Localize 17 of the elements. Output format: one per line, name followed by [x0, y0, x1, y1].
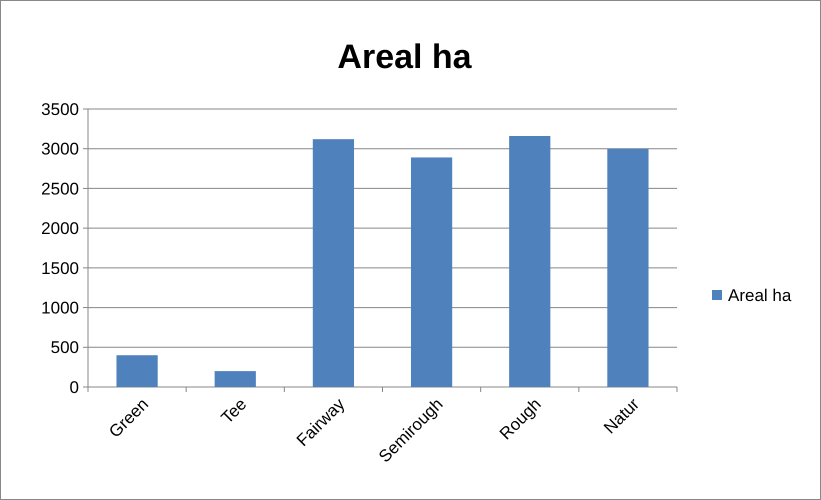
bar: [214, 371, 256, 387]
x-tick-label: Tee: [217, 394, 250, 428]
y-tick-label: 500: [50, 338, 79, 358]
bar: [116, 355, 158, 387]
y-tick-label: 3500: [41, 100, 79, 119]
y-tick-label: 1500: [41, 258, 79, 278]
bar: [410, 157, 452, 387]
y-tick-label: 3000: [41, 140, 79, 159]
bar: [509, 136, 550, 387]
y-tick-label: 1000: [41, 298, 79, 318]
y-tick-label: 2500: [41, 179, 79, 198]
y-tick-label: 0: [70, 378, 79, 397]
legend-label: Areal ha: [728, 286, 792, 305]
chart-title: Areal ha: [337, 38, 473, 76]
bar: [312, 139, 354, 387]
y-tick-label: 2000: [41, 219, 79, 238]
bar: [607, 148, 649, 387]
